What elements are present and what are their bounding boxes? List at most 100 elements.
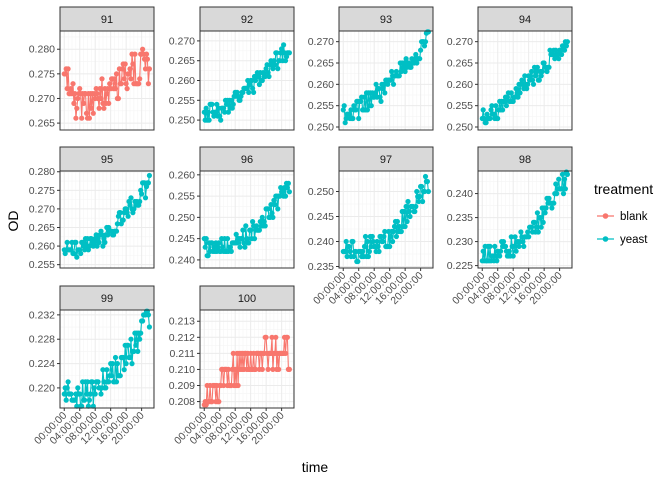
data-point xyxy=(398,228,404,235)
panel-strip-label: 94 xyxy=(519,14,531,26)
data-point xyxy=(145,180,151,186)
data-point xyxy=(511,243,517,249)
data-point xyxy=(274,50,280,56)
data-point xyxy=(127,354,133,361)
data-point xyxy=(553,181,559,187)
data-point xyxy=(266,73,272,80)
data-point xyxy=(513,248,519,254)
data-point xyxy=(61,391,67,397)
y-tick-label: 0.250 xyxy=(169,115,195,127)
data-point xyxy=(211,113,217,119)
data-point xyxy=(220,244,226,250)
data-point xyxy=(83,110,90,116)
data-point xyxy=(487,243,493,249)
data-point xyxy=(419,183,425,190)
data-point xyxy=(358,98,364,104)
data-point xyxy=(125,342,131,348)
data-point xyxy=(269,210,275,216)
data-point xyxy=(534,64,541,70)
data-point xyxy=(146,172,152,179)
data-point xyxy=(241,240,247,246)
data-point xyxy=(99,76,105,82)
data-point xyxy=(390,238,396,245)
data-point xyxy=(246,89,252,95)
data-point xyxy=(221,105,227,111)
data-point xyxy=(521,243,527,249)
data-point xyxy=(376,86,382,92)
data-point xyxy=(422,39,429,45)
data-point xyxy=(516,243,522,249)
y-tick-label: 0.255 xyxy=(308,100,334,112)
data-point xyxy=(115,95,121,102)
data-point xyxy=(382,228,388,235)
data-point xyxy=(235,382,241,389)
data-point xyxy=(529,224,535,230)
y-tick-label: 0.255 xyxy=(29,259,55,271)
data-point xyxy=(252,77,259,84)
data-point xyxy=(285,180,291,186)
data-point xyxy=(265,70,271,76)
data-point xyxy=(552,56,558,62)
legend-key-point xyxy=(602,213,609,219)
y-tick-label: 0.211 xyxy=(170,348,196,360)
data-point xyxy=(546,195,552,201)
data-point xyxy=(508,90,514,96)
data-point xyxy=(487,115,493,122)
panel-93: 93 0.250 0.255 0.260 0.265 0.270 xyxy=(308,6,434,134)
y-tick-label: 0.265 xyxy=(29,222,55,234)
data-point xyxy=(84,379,91,385)
data-point xyxy=(132,51,138,57)
y-tick-label: 0.270 xyxy=(447,36,473,48)
data-point xyxy=(497,253,503,259)
data-point xyxy=(554,191,560,197)
data-point xyxy=(217,113,223,119)
data-point xyxy=(64,239,70,245)
data-point xyxy=(101,105,107,111)
data-point xyxy=(97,86,103,92)
data-point xyxy=(101,379,107,385)
data-point xyxy=(402,223,408,230)
data-point xyxy=(233,231,239,237)
data-point xyxy=(498,248,504,254)
data-point xyxy=(62,71,68,77)
data-point xyxy=(537,215,543,221)
data-point xyxy=(400,64,406,70)
data-point xyxy=(532,73,539,79)
data-point xyxy=(138,330,144,336)
panel-border xyxy=(199,309,295,409)
data-point xyxy=(540,219,546,225)
data-point xyxy=(403,56,409,62)
data-point xyxy=(489,103,495,109)
panel-strip xyxy=(477,146,573,172)
data-point xyxy=(82,397,88,403)
data-point xyxy=(510,253,516,259)
data-point xyxy=(380,238,386,245)
data-point xyxy=(282,193,289,199)
data-point xyxy=(140,318,146,324)
data-point xyxy=(373,81,379,87)
data-point xyxy=(86,397,92,403)
y-tick-label: 0.250 xyxy=(169,212,195,224)
y-tick-label: 0.275 xyxy=(29,68,55,80)
data-point xyxy=(130,61,136,67)
data-point xyxy=(543,205,549,211)
data-point xyxy=(380,86,386,92)
data-point xyxy=(414,188,420,195)
legend-label: blank xyxy=(620,211,648,223)
data-point xyxy=(270,66,276,72)
data-point xyxy=(344,253,350,260)
data-point xyxy=(120,354,126,361)
data-point xyxy=(230,350,236,356)
y-tick-label: 0.255 xyxy=(447,100,473,112)
y-tick-label: 0.250 xyxy=(308,122,334,134)
data-point xyxy=(351,103,357,109)
data-point xyxy=(377,94,383,100)
data-point xyxy=(234,240,240,246)
panel-strip-label: 97 xyxy=(380,154,392,166)
data-point xyxy=(250,219,256,225)
data-point xyxy=(390,81,397,87)
data-point xyxy=(243,223,249,229)
panel-strip-label: 91 xyxy=(101,14,113,26)
data-point xyxy=(201,109,207,115)
data-point xyxy=(491,111,497,117)
